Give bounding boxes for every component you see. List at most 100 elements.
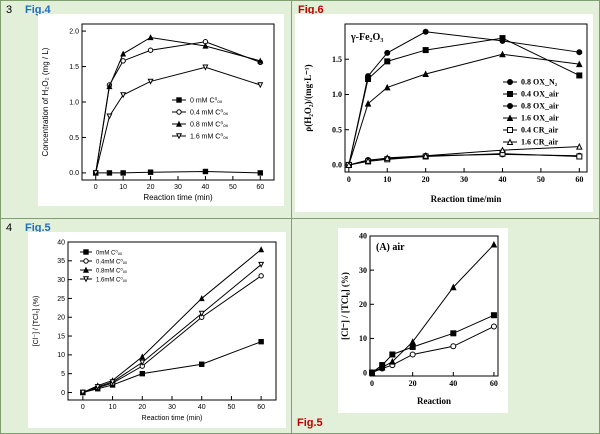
- y-tick-label: 1.0: [69, 99, 79, 106]
- fig4-chart: 0 10 20 30 40 50 60 0.0 0.5 1.0 1.5 2.0 Reaction tim…: [38, 14, 284, 206]
- x-tick-label: 10: [109, 404, 117, 411]
- x-tick-label: 50: [537, 175, 545, 184]
- y-axis-label: [Cl⁻] / [TCl₀] (%): [340, 272, 350, 340]
- legend-label: 0.8mM C⁰ₒₓ: [96, 267, 127, 274]
- data-point: [199, 361, 205, 367]
- y-tick-label: 1.5: [69, 64, 79, 71]
- x-tick-label: 40: [498, 175, 506, 184]
- data-point: [258, 338, 264, 345]
- x-tick-label: 20: [409, 379, 417, 388]
- column-divider: [291, 0, 292, 434]
- data-point: [198, 295, 205, 302]
- data-point: [365, 73, 372, 80]
- data-point: [576, 60, 583, 68]
- legend-label: 0mM C⁰ₒₓ: [96, 249, 122, 256]
- data-point: [409, 343, 416, 350]
- data-point: [106, 83, 113, 90]
- data-point: [257, 170, 263, 176]
- fig4-label: Fig.4: [25, 4, 51, 16]
- y-tick-label: 40: [57, 239, 65, 246]
- data-point: [422, 152, 429, 159]
- y-tick-label: 20: [57, 315, 65, 322]
- data-point: [147, 34, 154, 41]
- data-point: [139, 359, 146, 366]
- legend-marker: [82, 276, 90, 283]
- x-tick-label: 40: [198, 404, 206, 411]
- series-line: [348, 53, 580, 166]
- y-tick-label: 2.0: [69, 28, 79, 35]
- y-tick-label: 0.0: [332, 161, 342, 170]
- x-axis-label: Reaction: [417, 396, 451, 406]
- x-tick-label: 10: [119, 184, 127, 191]
- legend-label: 0.4 CR_air: [521, 126, 559, 135]
- x-axis-label: Reaction time/min: [431, 194, 502, 204]
- y-tick-label: 35: [57, 258, 65, 265]
- data-point: [79, 389, 86, 396]
- y-tick-label: 20: [359, 300, 367, 309]
- legend-marker: [506, 114, 514, 121]
- data-point: [94, 384, 101, 391]
- data-point: [147, 47, 154, 53]
- x-tick-label: 0: [81, 404, 85, 411]
- data-point: [409, 338, 416, 345]
- series-line: [95, 36, 261, 173]
- legend-label: 0.4 OX_air: [521, 90, 559, 99]
- data-point: [450, 343, 457, 350]
- fig5a-chart: 0 10 20 30 40 50 60 0 5 10 15 20 25 30 35 40 Reaction ti…: [28, 232, 286, 428]
- data-point: [422, 47, 429, 54]
- data-point: [499, 146, 506, 154]
- y-tick-label: 15: [57, 333, 65, 340]
- data-point: [449, 283, 457, 291]
- data-point: [490, 240, 498, 248]
- data-point: [384, 49, 391, 56]
- legend-label: 0.8 OX_N₂: [521, 78, 558, 87]
- legend-marker: [506, 138, 514, 145]
- x-tick-label: 30: [168, 404, 176, 411]
- data-point: [139, 370, 145, 377]
- fig6-label: Fig.6: [298, 4, 324, 16]
- x-tick-label: 0: [370, 379, 374, 388]
- data-point: [490, 323, 497, 330]
- data-point: [364, 100, 372, 107]
- legend-marker: [83, 258, 89, 264]
- series-line: [82, 341, 262, 393]
- legend-label: 0.4 mM C⁰ₒₓ: [190, 108, 229, 116]
- y-tick-label: 0: [61, 390, 65, 397]
- plot-frame: [67, 241, 277, 401]
- legend-label: 0.8 mM C⁰ₒₓ: [190, 120, 229, 128]
- y-tick-label: 30: [57, 277, 65, 284]
- data-point: [202, 42, 209, 49]
- legend-marker: [507, 79, 513, 85]
- data-point: [576, 72, 583, 79]
- data-point: [345, 161, 353, 168]
- x-tick-label: 30: [174, 184, 182, 191]
- x-tick-label: 50: [228, 404, 236, 411]
- legend-marker: [83, 249, 89, 255]
- chart-title: γ-Fe₂O₃: [350, 32, 383, 43]
- x-tick-label: 60: [257, 404, 265, 411]
- data-point: [383, 83, 391, 91]
- y-tick-label: 1.0: [332, 90, 342, 99]
- y-tick-label: 1.5: [332, 55, 342, 64]
- x-tick-label: 40: [449, 379, 457, 388]
- data-point: [120, 170, 126, 176]
- data-point: [389, 351, 396, 358]
- plot-frame: [369, 235, 499, 377]
- legend-label: 1.6 mM C⁰ₒₓ: [190, 132, 229, 140]
- legend-label: 1.6 OX_air: [521, 114, 559, 123]
- legend-marker: [507, 91, 513, 97]
- x-tick-label: 50: [229, 184, 237, 191]
- y-tick-label: 0.5: [69, 135, 79, 142]
- legend-label: 0 mM C⁰ₒₓ: [190, 96, 223, 104]
- chart-title: (A) air: [376, 242, 405, 253]
- data-point: [490, 312, 497, 319]
- x-tick-label: 60: [256, 184, 264, 191]
- x-tick-label: 40: [202, 184, 210, 191]
- x-tick-label: 0: [347, 175, 351, 184]
- legend-marker: [507, 103, 513, 109]
- series-line: [348, 146, 580, 166]
- series-line: [95, 170, 261, 174]
- data-point: [147, 169, 154, 175]
- y-tick-label: 0.0: [69, 170, 79, 177]
- y-tick-label: 0: [363, 368, 367, 377]
